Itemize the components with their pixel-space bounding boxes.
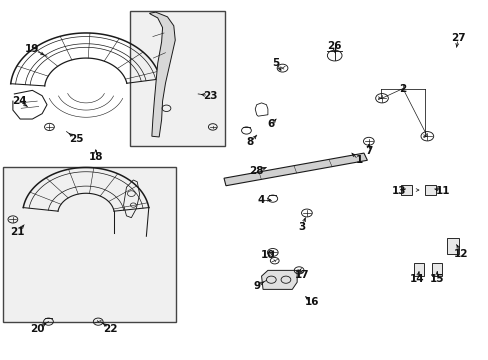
Bar [446, 238, 458, 255]
Text: 19: 19 [25, 44, 40, 54]
Text: 16: 16 [304, 297, 318, 307]
Text: 21: 21 [10, 227, 25, 237]
Text: 18: 18 [88, 152, 103, 162]
Text: 13: 13 [391, 186, 406, 196]
Text: 6: 6 [267, 120, 274, 129]
Text: 8: 8 [246, 138, 253, 147]
Text: 14: 14 [409, 274, 424, 284]
Text: 3: 3 [298, 222, 305, 231]
Text: 26: 26 [327, 41, 341, 50]
Text: 24: 24 [12, 96, 26, 106]
Text: 4: 4 [257, 195, 264, 205]
Polygon shape [261, 270, 297, 289]
Bar [130, 12, 224, 146]
Bar [425, 185, 435, 195]
Bar [413, 263, 424, 276]
Text: 28: 28 [249, 166, 264, 176]
Text: 2: 2 [399, 84, 406, 94]
Text: 20: 20 [30, 324, 44, 334]
Text: 5: 5 [272, 58, 279, 68]
Text: 23: 23 [203, 91, 217, 101]
Text: 9: 9 [253, 281, 260, 291]
Text: 12: 12 [453, 248, 468, 258]
Text: 22: 22 [103, 324, 118, 334]
Bar [400, 185, 411, 195]
Text: 10: 10 [260, 250, 275, 260]
Text: 1: 1 [355, 155, 362, 165]
Text: 27: 27 [450, 33, 465, 43]
Text: 7: 7 [365, 146, 372, 156]
Polygon shape [149, 12, 175, 137]
Bar [431, 263, 442, 276]
Bar [3, 167, 176, 321]
Text: 25: 25 [69, 134, 83, 144]
Text: 15: 15 [429, 274, 444, 284]
Text: 11: 11 [435, 186, 450, 196]
Polygon shape [224, 153, 366, 186]
Text: 17: 17 [294, 270, 309, 280]
